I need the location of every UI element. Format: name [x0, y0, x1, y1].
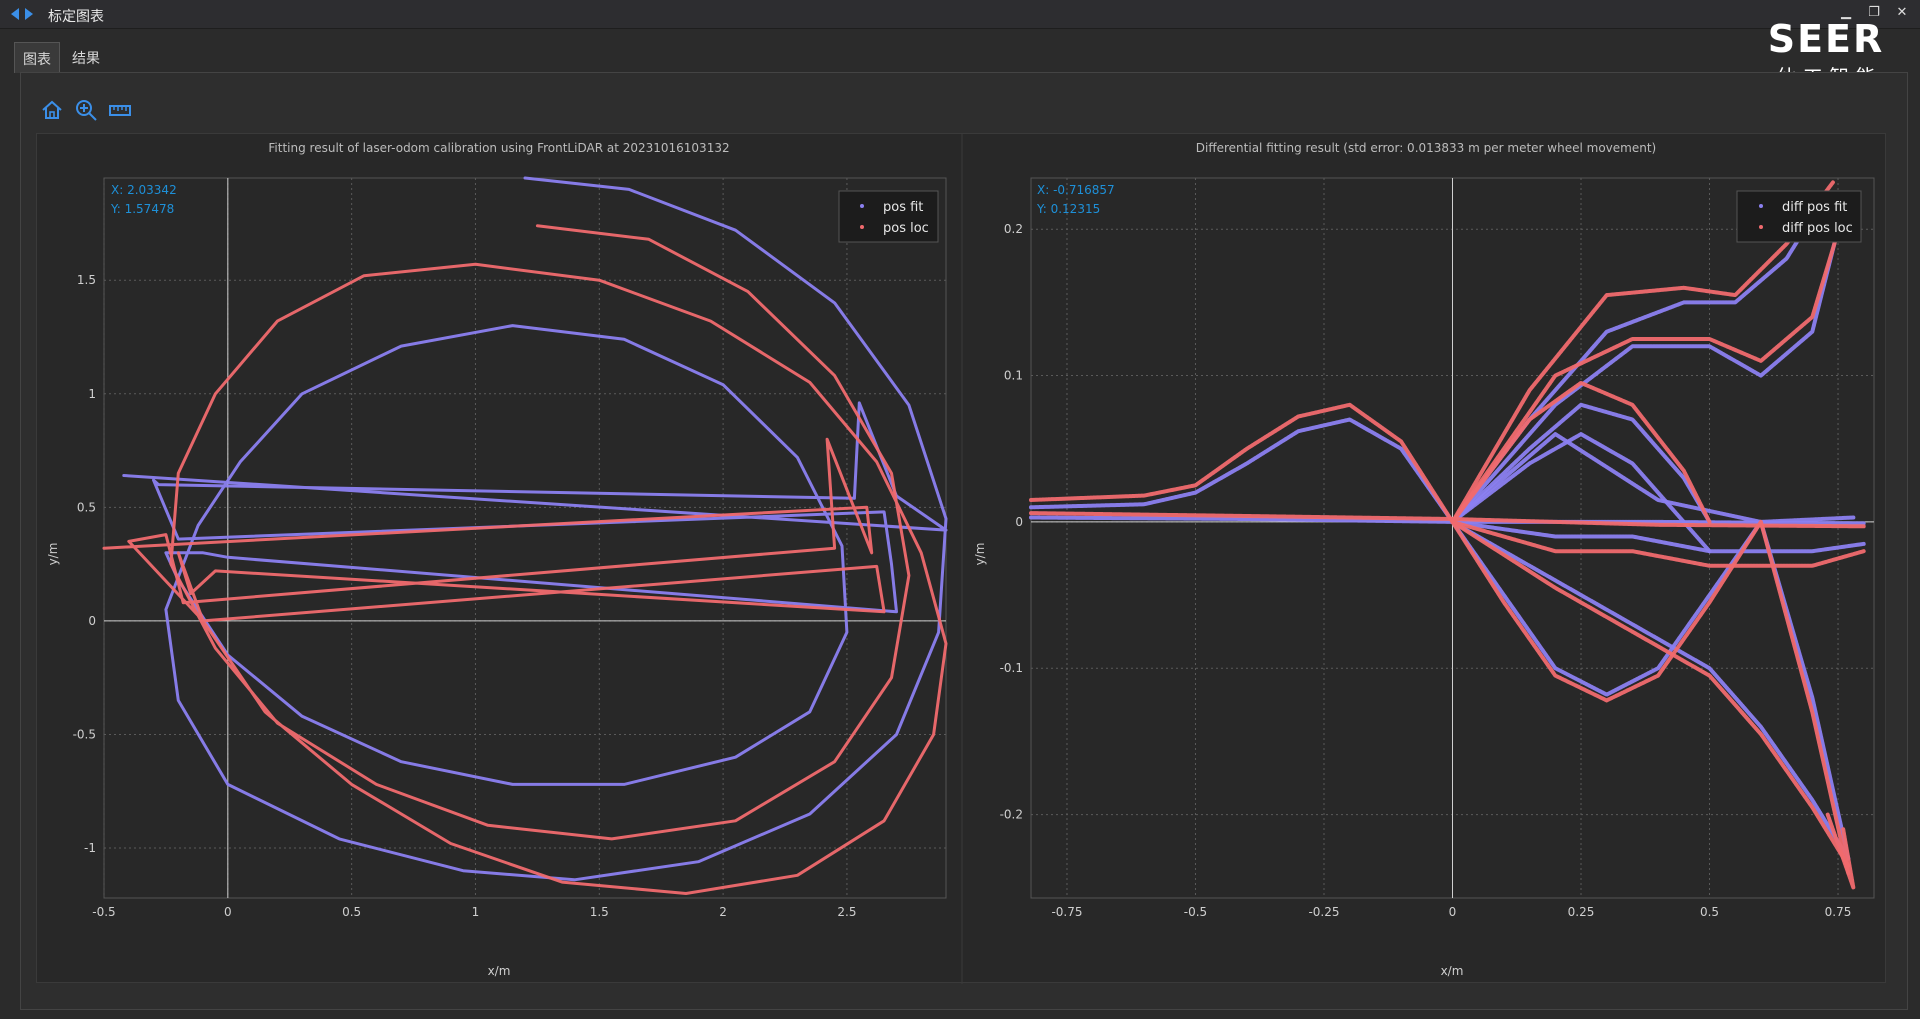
x-tick-label: 0.5	[342, 905, 361, 919]
tab-chart[interactable]: 图表	[14, 42, 60, 73]
series-line-fit	[122, 176, 948, 882]
restore-icon[interactable]: ❐	[1868, 5, 1880, 20]
svg-text:SEER: SEER	[1768, 22, 1885, 61]
legend-label-loc: pos loc	[883, 221, 929, 236]
y-tick-label: 0	[1015, 515, 1023, 529]
y-tick-label: 0	[88, 614, 96, 628]
series-line-fit	[1450, 519, 1851, 861]
tab-results[interactable]: 结果	[72, 51, 100, 67]
differential-chart: Differential fitting result (std error: …	[973, 141, 1875, 978]
close-icon[interactable]: ✕	[1896, 5, 1908, 20]
tick-labels: -0.5 0 0.5 1 1.5 2 2.5 -1 -0.5 0 0.5 1 1.5	[73, 273, 857, 919]
x-axis-label: x/m	[1441, 964, 1464, 978]
x-tick-label: -0.25	[1308, 905, 1339, 919]
y-tick-label: -0.2	[1000, 808, 1023, 822]
window-title: 标定图表	[48, 9, 104, 25]
legend-label-fit: diff pos fit	[1782, 200, 1847, 215]
legend-swatch-loc	[1759, 225, 1763, 229]
x-tick-label: 1	[472, 905, 480, 919]
x-axis-label: x/m	[488, 964, 511, 978]
y-tick-label: -0.1	[1000, 661, 1023, 675]
cursor-x-readout: X: 2.03342	[111, 183, 177, 197]
y-tick-label: 0.2	[1004, 222, 1023, 236]
series-line-loc	[1029, 402, 1455, 524]
legend-swatch-fit	[1759, 204, 1763, 208]
x-tick-label: 0.75	[1825, 905, 1852, 919]
series-line-fit	[1450, 432, 1856, 524]
y-tick-label: -1	[84, 841, 96, 855]
legend-label-loc: diff pos loc	[1782, 221, 1853, 236]
series-line-fit	[1029, 417, 1455, 524]
legend-swatch-loc	[860, 225, 864, 229]
cursor-x-readout: X: -0.716857	[1037, 183, 1115, 197]
x-tick-label: -0.5	[1184, 905, 1207, 919]
tick-labels: -0.75 -0.5 -0.25 0 0.25 0.5 0.75 -0.2 -0.1 0 0.1 0.…	[1000, 222, 1852, 919]
y-tick-label: 1.5	[77, 273, 96, 287]
series-line-loc	[1450, 519, 1866, 568]
y-tick-label: 0.1	[1004, 369, 1023, 383]
series-line-loc	[1825, 812, 1856, 890]
minimize-icon[interactable]: ▁	[1841, 5, 1851, 20]
app-arrows-icon	[11, 8, 33, 20]
y-axis-label: y/m	[973, 543, 987, 566]
legend-label-fit: pos fit	[883, 200, 923, 215]
legend-swatch-fit	[860, 204, 864, 208]
series-line-loc	[1450, 519, 1851, 868]
legend-box	[1736, 190, 1862, 243]
x-tick-label: 0.5	[1700, 905, 1719, 919]
fitting-chart: Fitting result of laser-odom calibration…	[46, 141, 948, 978]
x-tick-label: 0.25	[1568, 905, 1595, 919]
series-line-loc	[1450, 519, 1851, 876]
plots-svg: Fitting result of laser-odom calibration…	[46, 134, 1875, 984]
y-tick-label: -0.5	[73, 727, 96, 741]
series-line-loc	[102, 224, 948, 895]
y-axis-label: y/m	[46, 543, 60, 566]
chart-title: Differential fitting result (std error: …	[1196, 141, 1656, 155]
plot-area: Fitting result of laser-odom calibration…	[36, 133, 1886, 984]
cursor-y-readout: Y: 0.12315	[1036, 202, 1100, 216]
legend: pos fit pos loc	[838, 190, 939, 243]
x-tick-label: 0	[1449, 905, 1457, 919]
legend-box	[838, 190, 939, 243]
x-tick-label: 2.5	[837, 905, 856, 919]
x-tick-label: 2	[719, 905, 727, 919]
x-tick-label: -0.75	[1051, 905, 1082, 919]
series-line-fit	[1450, 402, 1712, 524]
title-bar: 标定图表 ▁ ❐ ✕	[0, 0, 1920, 29]
series-line-fit	[1450, 227, 1840, 524]
series-group	[102, 176, 948, 895]
series-line-fit	[1450, 519, 1866, 554]
ruler-icon[interactable]	[108, 98, 132, 122]
series-line-fit	[1450, 519, 1851, 861]
series-group	[1029, 180, 1866, 890]
series-line-loc	[1450, 380, 1712, 524]
x-tick-label: -0.5	[92, 905, 115, 919]
x-tick-label: 1.5	[590, 905, 609, 919]
chart-title: Fitting result of laser-odom calibration…	[268, 141, 729, 155]
y-tick-label: 0.5	[77, 500, 96, 514]
series-line-loc	[1450, 212, 1846, 524]
legend: diff pos fit diff pos loc	[1736, 190, 1862, 243]
x-tick-label: 0	[224, 905, 232, 919]
y-tick-label: 1	[88, 387, 96, 401]
home-icon[interactable]	[40, 98, 64, 122]
zoom-in-icon[interactable]	[74, 98, 98, 122]
series-line-loc	[1450, 180, 1835, 524]
cursor-y-readout: Y: 1.57478	[110, 202, 174, 216]
